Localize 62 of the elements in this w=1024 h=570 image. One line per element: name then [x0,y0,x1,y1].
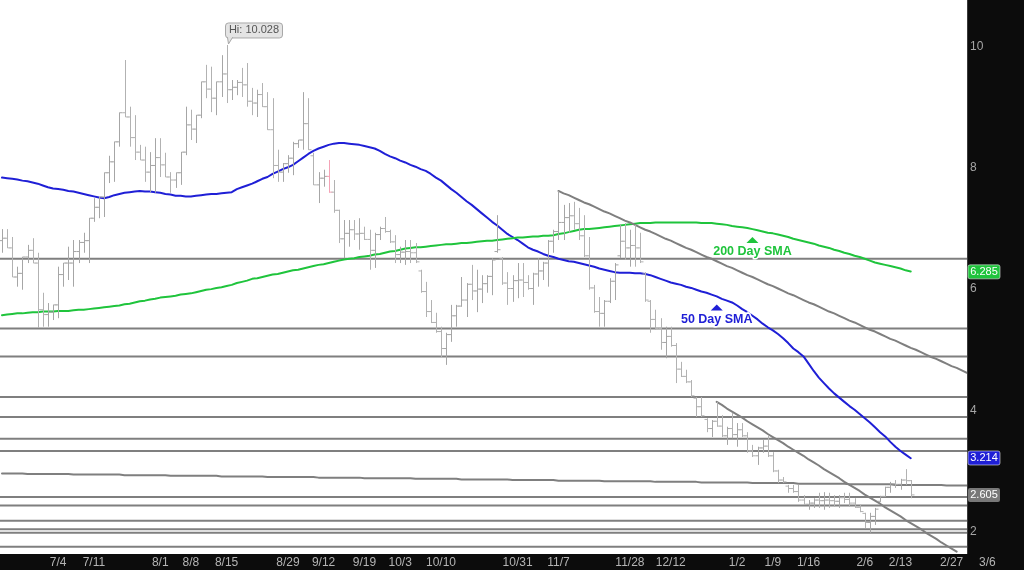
candlestick [474,269,481,313]
candlestick [612,262,619,301]
x-tick-label: 10/31 [502,554,533,569]
x-tick-label: 12/12 [655,554,687,569]
candlestick [663,326,670,359]
candlestick [622,222,629,261]
x-tick-label: 1/16 [796,554,821,569]
x-tick-label: 1/2 [728,554,746,569]
x-tick-label: 10/10 [426,554,457,569]
x-tick-label: 11/7 [547,554,571,569]
candlestick [729,412,736,439]
candlestick [469,264,476,301]
y-tick-label: 4 [970,402,977,417]
x-tick-label: 2/27 [939,554,964,569]
y-tick-label: 8 [970,160,977,175]
candlestick [617,224,624,259]
candlestick [254,89,261,118]
x-tick-label: 7/11 [82,554,106,569]
y-tick-label: 6 [970,281,977,296]
x-tick-label: 8/15 [214,554,239,569]
legend-label: 200 Day SMA [713,244,792,259]
candlestick [224,44,231,104]
x-tick-label: 3/6 [978,554,996,569]
candlestick [152,137,159,194]
annotation: Hi: 10.028 [228,23,280,36]
candlestick [0,228,6,254]
candlestick [698,396,705,418]
y-tick-label: 10 [970,38,984,53]
candlestick [280,162,287,183]
x-tick-label: 8/1 [151,554,169,569]
x-tick-label: 10/3 [388,554,413,569]
candlestick [719,414,726,438]
candlestick [9,236,16,278]
x-tick-label: 7/4 [49,554,67,569]
candlestick [637,232,644,264]
candlestick [147,151,154,193]
candlestick [724,426,731,446]
candlestick [627,229,634,268]
y-tick-label: 2 [970,523,977,538]
candlestick [438,326,445,358]
candlestick [244,62,251,108]
x-tick-label: 1/9 [764,554,782,569]
candlestick [535,257,542,288]
x-tick-label: 8/8 [182,554,200,569]
legend-label: 50 Day SMA [680,311,753,326]
line-series [1,142,912,460]
candlestick [908,479,915,499]
x-tick-label: 2/13 [888,554,913,569]
candlestick [249,87,256,116]
x-tick-label: 2/6 [856,554,874,569]
x-tick-label: 9/12 [311,554,336,569]
candlestick [346,219,353,248]
candlestick [35,252,42,329]
candlestick [351,219,358,241]
candlestick [372,232,379,269]
candlestick [494,214,501,254]
x-tick-label: 9/19 [352,554,377,569]
x-tick-label: 11/28 [615,554,645,569]
x-tick-label: 8/29 [276,554,300,569]
candlestick [305,97,312,151]
candlestick [515,262,522,299]
candlestick [157,137,164,178]
